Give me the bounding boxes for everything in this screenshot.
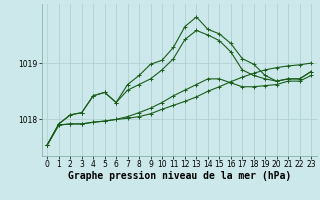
X-axis label: Graphe pression niveau de la mer (hPa): Graphe pression niveau de la mer (hPa) bbox=[68, 171, 291, 181]
